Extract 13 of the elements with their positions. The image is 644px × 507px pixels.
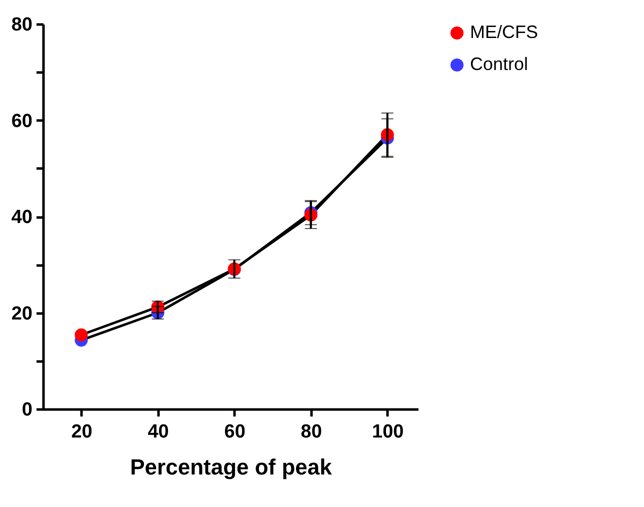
legend-label: ME/CFS	[470, 22, 538, 42]
x-tick-label: 60	[224, 422, 246, 442]
legend-label: Control	[470, 54, 528, 74]
x-tick-label: 100	[372, 422, 404, 442]
y-tick-label: 40	[11, 207, 32, 228]
y-tick-label: 20	[11, 303, 32, 324]
x-axis-title: Percentage of peak	[130, 454, 333, 480]
y-tick-label: 80	[11, 14, 32, 36]
x-tick-label: 40	[148, 422, 169, 442]
y-tick-label: 0	[22, 400, 32, 420]
y-tick-label: 60	[11, 110, 32, 132]
x-tick-label: 80	[300, 422, 322, 442]
x-tick-label: 20	[71, 422, 92, 442]
